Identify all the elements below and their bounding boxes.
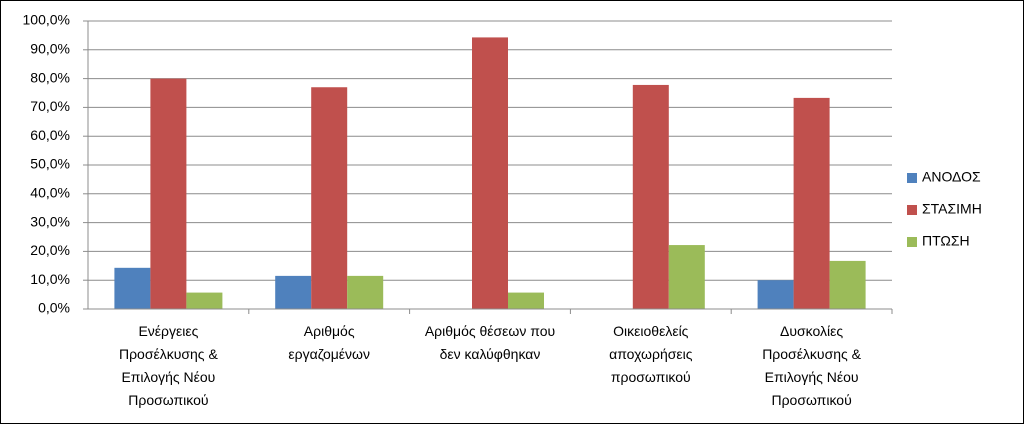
bar [472, 37, 508, 309]
x-tick-label: Οικειοθελείς αποχωρήσεις προσωπικού [609, 323, 693, 385]
y-tick-label: 70,0% [30, 98, 70, 114]
bar [186, 292, 223, 309]
bar [508, 292, 544, 309]
x-tick-label: Δυσκολίες Προσέλκυσης & Επιλογής Νέου Προσω… [762, 323, 861, 408]
y-tick-label: 100,0% [23, 12, 70, 28]
bar [668, 245, 705, 309]
bar [150, 78, 187, 309]
legend-label: ΣΤΑΣΙΜΗ [922, 201, 982, 217]
bar [829, 260, 866, 309]
y-tick-label: 0,0% [38, 300, 70, 316]
bar [347, 275, 384, 309]
bar [311, 87, 348, 310]
legend-swatch [907, 205, 917, 215]
bar [757, 280, 794, 309]
y-tick-label: 20,0% [30, 242, 70, 258]
legend-label: ΑΝΟΔΟΣ [922, 169, 981, 185]
bar [632, 84, 669, 309]
y-tick-label: 50,0% [30, 156, 70, 172]
x-tick-label: Αριθμός θέσεων που δεν καλύφθηκαν [425, 323, 555, 362]
y-tick-label: 40,0% [30, 185, 70, 201]
legend-label: ΠΤΩΣΗ [922, 233, 970, 249]
y-tick-label: 60,0% [30, 127, 70, 143]
legend-swatch [907, 173, 917, 183]
bar [793, 97, 830, 310]
bar [114, 267, 151, 309]
x-tick-label: Αριθμός εργαζομένων [288, 323, 370, 362]
y-tick-label: 80,0% [30, 69, 70, 85]
x-tick-label: Ενέργειες Προσέλκυσης & Επιλογής Νέου Προσω… [119, 323, 218, 408]
y-tick-label: 90,0% [30, 41, 70, 57]
legend-swatch [907, 237, 917, 247]
y-tick-label: 10,0% [30, 271, 70, 287]
bar [275, 275, 312, 309]
y-tick-label: 30,0% [30, 213, 70, 229]
